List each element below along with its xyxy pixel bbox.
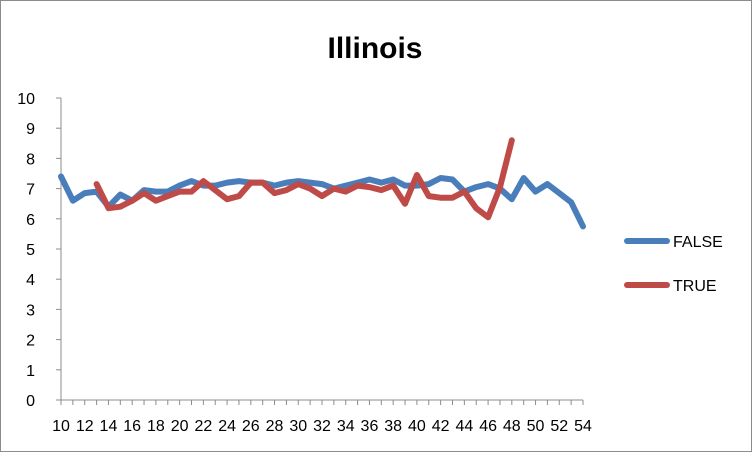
x-tick-label: 50 bbox=[527, 418, 545, 435]
y-tick-label: 4 bbox=[26, 272, 35, 289]
x-tick-label: 40 bbox=[408, 418, 426, 435]
x-tick-label: 32 bbox=[313, 418, 331, 435]
x-tick-label: 12 bbox=[76, 418, 94, 435]
x-tick-label: 24 bbox=[218, 418, 236, 435]
x-tick-label: 16 bbox=[123, 418, 141, 435]
y-tick-label: 6 bbox=[26, 212, 35, 229]
x-tick-label: 54 bbox=[574, 418, 592, 435]
x-tick-label: 34 bbox=[337, 418, 355, 435]
y-tick-label: 9 bbox=[26, 121, 35, 138]
legend-label-false: FALSE bbox=[673, 234, 723, 251]
x-tick-label: 30 bbox=[289, 418, 307, 435]
x-tick-label: 46 bbox=[479, 418, 497, 435]
series-line-false bbox=[58, 173, 586, 230]
legend: FALSE TRUE bbox=[624, 234, 723, 295]
axes bbox=[56, 97, 584, 405]
x-tick-label: 22 bbox=[194, 418, 212, 435]
x-tick-label: 44 bbox=[455, 418, 473, 435]
x-tick-label: 42 bbox=[432, 418, 450, 435]
x-tick-label: 10 bbox=[52, 418, 70, 435]
y-tick-label: 2 bbox=[26, 333, 35, 350]
legend-label-true: TRUE bbox=[673, 278, 717, 295]
x-tick-label: 38 bbox=[384, 418, 402, 435]
y-tick-label: 3 bbox=[26, 302, 35, 319]
x-tick-label: 52 bbox=[550, 418, 568, 435]
y-tick-label: 0 bbox=[26, 393, 35, 410]
x-tick-label: 18 bbox=[147, 418, 165, 435]
y-tick-label: 10 bbox=[17, 91, 35, 108]
x-tick-label: 20 bbox=[171, 418, 189, 435]
y-tick-label: 7 bbox=[26, 182, 35, 199]
x-tick-label: 36 bbox=[361, 418, 379, 435]
x-tick-label: 26 bbox=[242, 418, 260, 435]
x-tick-label: 14 bbox=[100, 418, 118, 435]
y-tick-label: 1 bbox=[26, 363, 35, 380]
series-line-true bbox=[93, 137, 515, 221]
y-tick-label: 8 bbox=[26, 151, 35, 168]
y-tick-label: 5 bbox=[26, 242, 35, 259]
x-tick-label: 48 bbox=[503, 418, 521, 435]
x-tick-label: 28 bbox=[266, 418, 284, 435]
series-lines bbox=[58, 137, 586, 230]
chart-title: Illinois bbox=[327, 32, 422, 65]
